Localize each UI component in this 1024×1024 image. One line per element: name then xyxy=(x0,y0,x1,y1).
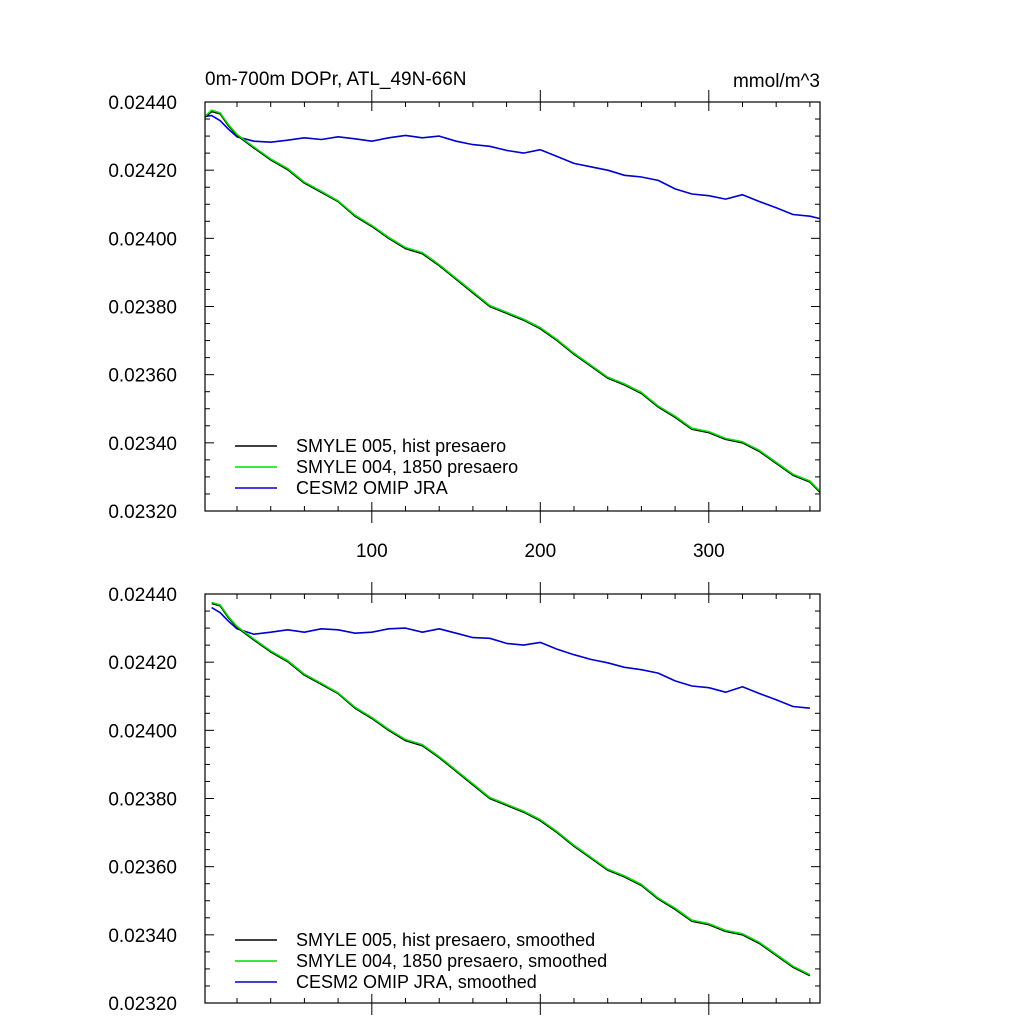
y-tick-label: 0.02380 xyxy=(108,298,177,319)
series-line-3 xyxy=(204,114,821,220)
legend-label: SMYLE 004, 1850 presaero, smoothed xyxy=(296,951,607,971)
chart-title: 0m-700m DOPr, ATL_49N-66N xyxy=(205,69,467,90)
y-tick-label: 0.02340 xyxy=(108,434,177,455)
series-line-2 xyxy=(211,601,811,976)
series-line-1 xyxy=(211,602,811,977)
x-tick-label: 100 xyxy=(356,541,388,562)
chart-panels: 0.02320 0.02340 0.02360 0.02380 0.02400 0.024… xyxy=(108,90,821,1015)
y-tick-label: 0.02400 xyxy=(108,721,177,742)
legend-label: CESM2 OMIP JRA, smoothed xyxy=(296,972,537,992)
legend-label: SMYLE 005, hist presaero xyxy=(296,436,506,456)
y-tick-label: 0.02420 xyxy=(108,653,177,674)
chart-panel-2: 0.02320 0.02340 0.02360 0.02380 0.02400 0.024… xyxy=(108,582,821,1015)
legend-label: CESM2 OMIP JRA xyxy=(296,478,448,498)
y-tick-label: 0.02440 xyxy=(108,585,177,606)
units-label: mmol/m^3 xyxy=(733,71,820,92)
y-tick-label: 0.02320 xyxy=(108,502,177,523)
y-tick-label: 0.02420 xyxy=(108,161,177,182)
y-tick-label: 0.02320 xyxy=(108,994,177,1015)
y-tick-label: 0.02360 xyxy=(108,858,177,879)
y-tick-label: 0.02360 xyxy=(108,366,177,387)
x-tick-label: 200 xyxy=(524,541,556,562)
legend-label: SMYLE 004, 1850 presaero xyxy=(296,457,518,477)
y-tick-label: 0.02380 xyxy=(108,790,177,811)
y-tick-label: 0.02440 xyxy=(108,93,177,114)
legend-label: SMYLE 005, hist presaero, smoothed xyxy=(296,930,595,950)
chart-panel-1: 0.02320 0.02340 0.02360 0.02380 0.02400 0.024… xyxy=(108,90,821,562)
series-line-3 xyxy=(211,606,810,709)
y-tick-label: 0.02340 xyxy=(108,926,177,947)
y-tick-label: 0.02400 xyxy=(108,229,177,250)
x-tick-label: 300 xyxy=(693,541,725,562)
series-line-1 xyxy=(204,110,821,493)
series-line-2 xyxy=(204,109,821,492)
